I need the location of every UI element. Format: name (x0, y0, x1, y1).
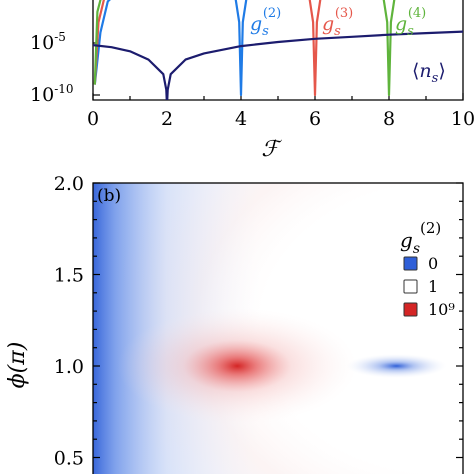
curve-label-g2: gs(2) (250, 6, 281, 39)
x-tick-label: 6 (309, 108, 321, 130)
legend-label-blue: 0 (428, 254, 438, 273)
y-tick-label: 1.0 (54, 356, 84, 378)
curve-label-g3: gs(3) (322, 6, 353, 39)
series-line-ns (93, 30, 463, 100)
y-tick-label: 1.5 (54, 265, 84, 287)
legend-swatch-blue (403, 256, 418, 271)
y-tick-label: 0.5 (54, 448, 84, 470)
x-tick-labels: 0 2 4 6 8 10 (87, 108, 474, 130)
legend-label-white: 1 (428, 277, 438, 296)
heatmap-red-peak (117, 308, 358, 424)
panel-a-curves (93, 0, 463, 100)
y-tick-label: 2.0 (54, 173, 84, 195)
curve-label-g4: gs(4) (395, 6, 426, 39)
x-tick-label: 0 (87, 108, 99, 130)
legend-title: gs(2) (400, 219, 441, 257)
legend-swatch-red (403, 302, 418, 317)
x-axis-label: ℱ (261, 137, 282, 162)
panel-b: 2.0 1.5 1.0 0.5 (b) ϕ(π) gs(2) 0 1 10⁹ (5, 173, 464, 474)
colorbar-legend: gs(2) 0 1 10⁹ (400, 219, 455, 319)
legend-swatch-white (403, 279, 418, 294)
y-tick-label-1e-10: 10-10 (30, 82, 74, 106)
panel-a: 10-5 10-10 0 2 4 6 8 10 ℱ gs(2) gs(3) gs(4) ⟨ns⟩ (30, 0, 474, 162)
series-line-g3 (93, 0, 322, 97)
y-tick-label-1e-5: 10-5 (30, 30, 66, 54)
curve-labels: gs(2) gs(3) gs(4) ⟨ns⟩ (250, 6, 446, 86)
x-tick-label: 8 (383, 108, 395, 130)
y-axis-label: ϕ(π) (5, 342, 30, 389)
x-tick-label: 4 (235, 108, 247, 130)
curve-label-ns: ⟨ns⟩ (412, 60, 446, 86)
series-line-g4 (93, 0, 396, 97)
y-tick-labels-panel-b: 2.0 1.5 1.0 0.5 (54, 173, 84, 470)
panel-b-ticks (93, 182, 463, 459)
panel-b-label: (b) (97, 186, 121, 206)
series-line-g2 (93, 0, 248, 97)
x-tick-label: 10 (451, 108, 474, 130)
legend-items: 0 1 10⁹ (403, 254, 455, 319)
legend-label-red: 10⁹ (428, 300, 455, 319)
panel-b-frame (92, 182, 464, 474)
panel-a-ticks (92, 42, 464, 100)
heatmap-blue-dip (346, 354, 447, 378)
x-tick-label: 2 (161, 108, 173, 130)
